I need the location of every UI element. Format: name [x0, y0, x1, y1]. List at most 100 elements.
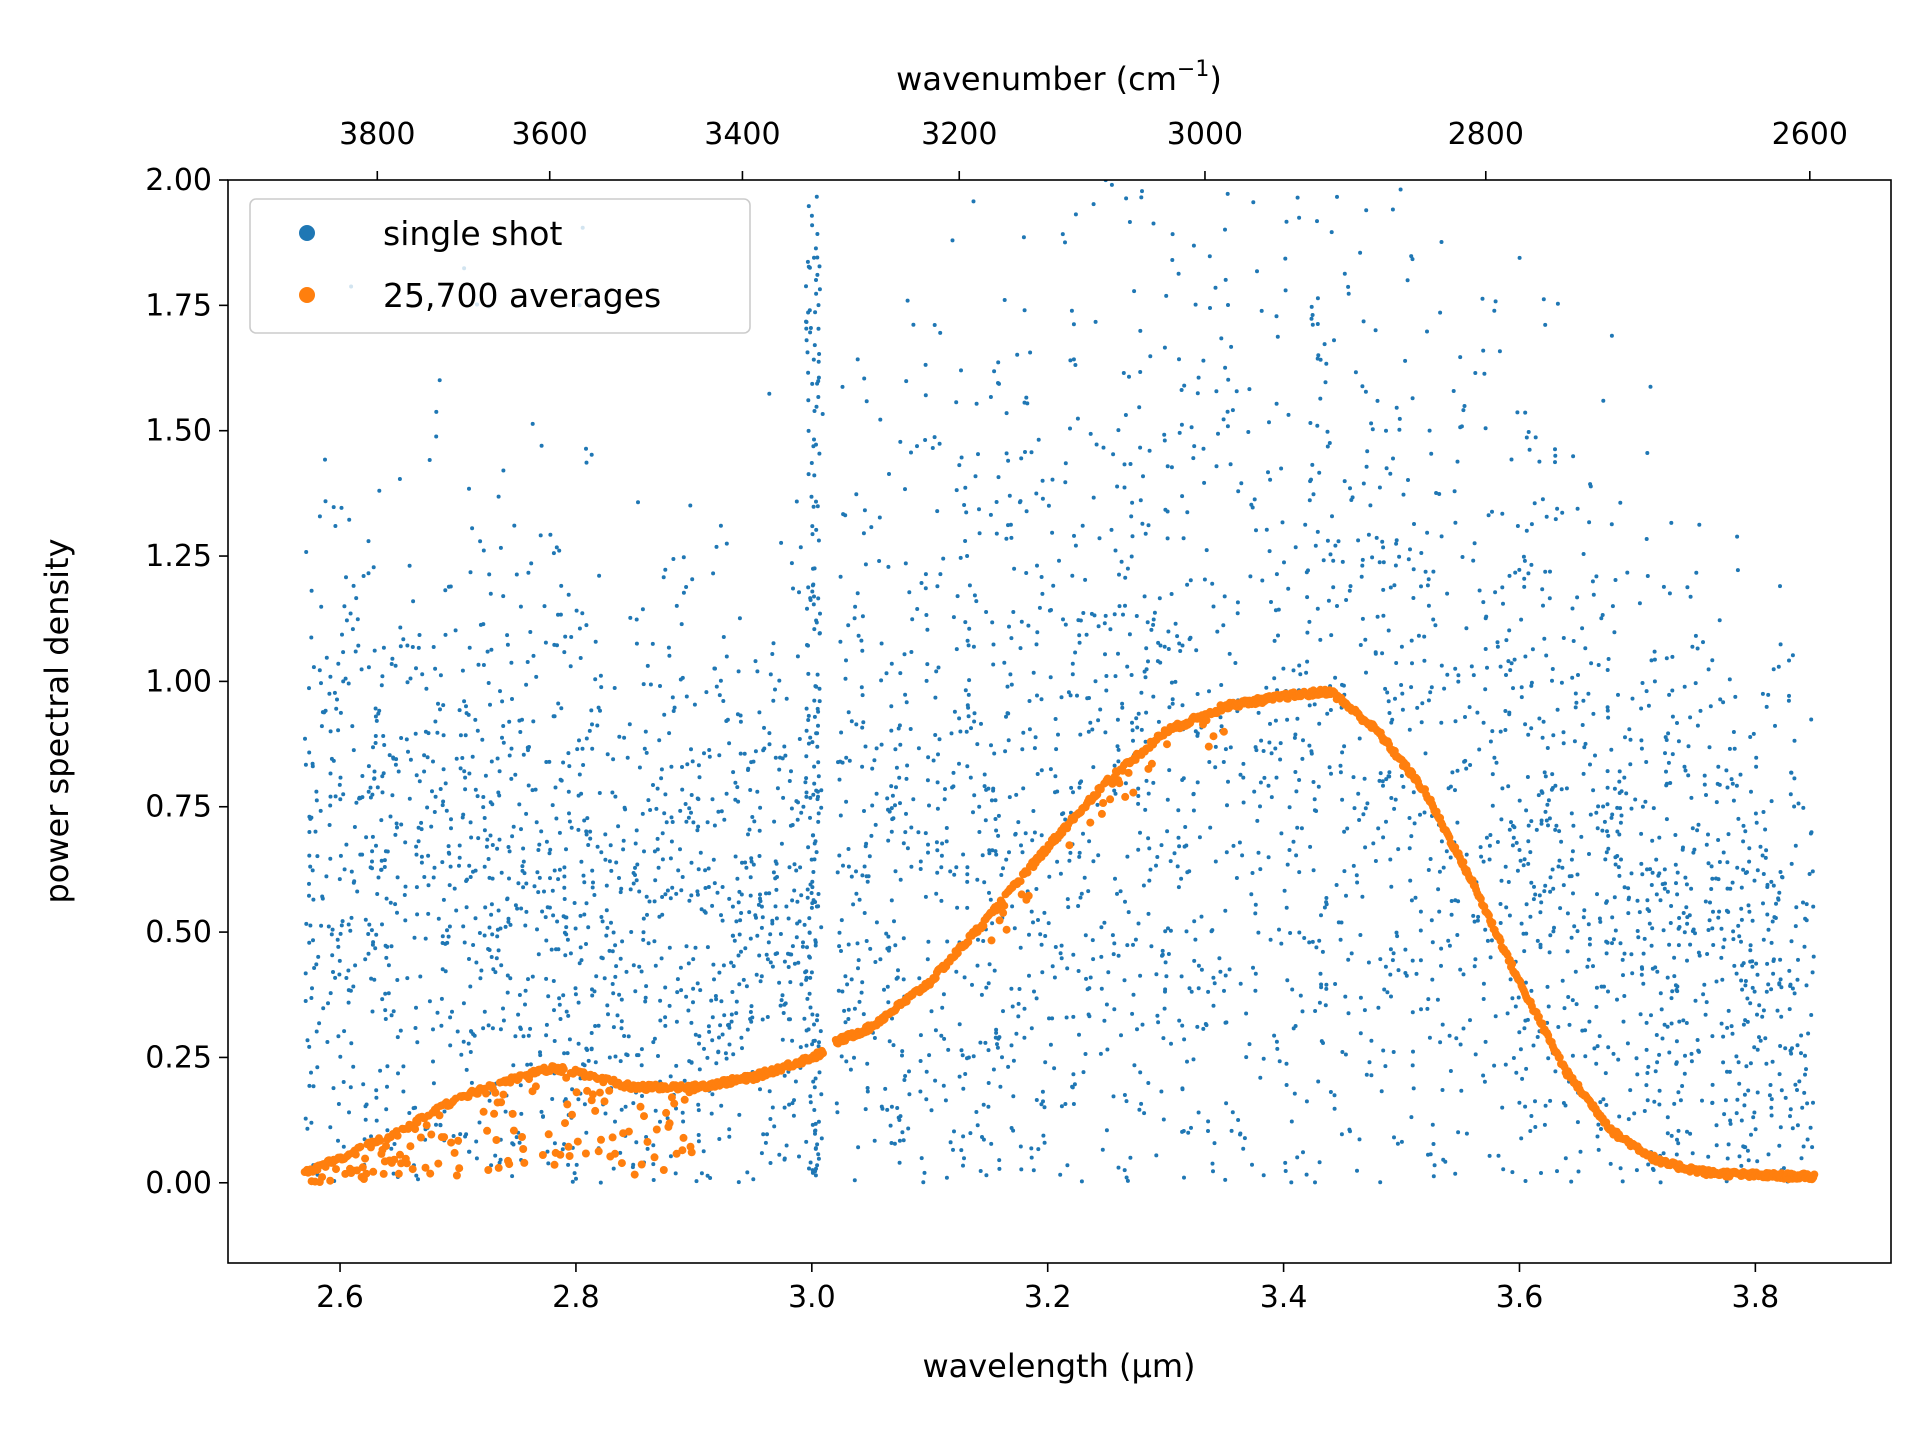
single-shot-point: [1096, 624, 1101, 629]
single-shot-point: [443, 969, 448, 974]
single-shot-point: [581, 1062, 585, 1067]
single-shot-point: [663, 1023, 668, 1028]
single-shot-point: [307, 1044, 312, 1049]
single-shot-point: [547, 851, 552, 856]
single-shot-point: [1116, 651, 1120, 656]
single-shot-point: [469, 1080, 474, 1085]
single-shot-point: [348, 928, 353, 933]
single-shot-point: [604, 933, 609, 938]
average-point: [591, 1106, 600, 1115]
single-shot-point: [1551, 886, 1556, 891]
single-shot-point: [803, 780, 808, 785]
single-shot-point: [1144, 710, 1149, 715]
single-shot-point: [607, 859, 612, 864]
single-shot-point: [886, 1000, 891, 1005]
single-shot-point: [373, 946, 378, 951]
single-shot-point: [1063, 240, 1067, 245]
single-shot-point: [870, 766, 875, 771]
single-shot-point: [1111, 952, 1116, 957]
single-shot-point: [855, 357, 860, 362]
single-shot-point: [1761, 1008, 1766, 1013]
single-shot-point: [747, 910, 752, 915]
single-shot-point: [1224, 1101, 1229, 1106]
single-shot-point: [689, 810, 693, 815]
single-shot-point: [406, 749, 410, 754]
single-shot-point: [1189, 1125, 1193, 1130]
single-shot-point: [839, 949, 843, 953]
single-shot-point: [812, 1085, 817, 1090]
single-shot-point: [351, 748, 356, 753]
single-shot-point: [308, 864, 313, 869]
single-shot-point: [1685, 1129, 1689, 1134]
single-shot-point: [739, 949, 743, 954]
single-shot-point: [1788, 1107, 1793, 1112]
single-shot-point: [307, 814, 312, 819]
single-shot-point: [1751, 731, 1756, 736]
single-shot-point: [1672, 1101, 1677, 1106]
single-shot-point: [1149, 944, 1154, 949]
single-shot-point: [748, 1017, 753, 1021]
single-shot-point: [1469, 664, 1474, 669]
single-shot-point: [795, 899, 800, 904]
single-shot-point: [1066, 690, 1071, 695]
single-shot-point: [1281, 666, 1286, 671]
single-shot-point: [748, 788, 753, 792]
single-shot-point: [1745, 1148, 1750, 1153]
single-shot-point: [556, 947, 561, 952]
single-shot-point: [1471, 673, 1476, 678]
single-shot-point: [658, 998, 663, 1003]
single-shot-point: [1649, 943, 1654, 948]
single-shot-point: [965, 872, 970, 877]
single-shot-point: [1185, 870, 1190, 875]
single-shot-point: [1273, 746, 1278, 751]
single-shot-point: [464, 879, 469, 883]
single-shot-point: [1116, 428, 1121, 433]
single-shot-point: [1729, 1024, 1734, 1029]
single-shot-point: [1596, 663, 1601, 667]
single-shot-point: [971, 1054, 976, 1059]
single-shot-point: [907, 1069, 911, 1074]
single-shot-point: [1722, 937, 1727, 942]
single-shot-point: [1393, 563, 1398, 568]
single-shot-point: [1600, 613, 1605, 617]
single-shot-point: [981, 1102, 986, 1107]
single-shot-point: [372, 769, 377, 774]
single-shot-point: [790, 1038, 795, 1043]
single-shot-point: [1735, 1097, 1740, 1102]
single-shot-point: [1533, 435, 1538, 440]
single-shot-point: [1185, 510, 1190, 515]
single-shot-point: [1166, 629, 1171, 634]
single-shot-point: [720, 1032, 725, 1037]
single-shot-point: [1545, 984, 1550, 989]
single-shot-point: [1432, 1163, 1437, 1168]
single-shot-point: [1541, 297, 1546, 302]
single-shot-point: [1158, 660, 1163, 665]
single-shot-point: [805, 606, 809, 611]
single-shot-point: [1655, 1060, 1660, 1065]
single-shot-point: [1314, 945, 1319, 950]
single-shot-point: [1253, 911, 1258, 916]
single-shot-point: [661, 575, 666, 580]
single-shot-point: [1047, 1016, 1051, 1021]
single-shot-point: [1509, 661, 1514, 666]
single-shot-point: [576, 827, 581, 832]
single-shot-point: [384, 896, 389, 901]
single-shot-point: [1393, 696, 1397, 701]
single-shot-point: [1675, 984, 1680, 989]
single-shot-point: [526, 570, 531, 575]
single-shot-point: [1595, 1044, 1600, 1049]
single-shot-point: [872, 1138, 877, 1143]
single-shot-point: [1764, 1061, 1769, 1066]
single-shot-point: [378, 1068, 383, 1073]
single-shot-point: [619, 1019, 624, 1024]
single-shot-point: [1743, 983, 1748, 988]
single-shot-point: [556, 701, 561, 706]
single-shot-point: [1702, 773, 1707, 778]
single-shot-point: [1598, 1100, 1603, 1105]
single-shot-point: [1721, 945, 1726, 950]
single-shot-point: [1700, 1098, 1704, 1103]
single-shot-point: [1167, 705, 1172, 710]
single-shot-point: [774, 916, 779, 921]
single-shot-point: [758, 805, 763, 810]
single-shot-point: [1419, 720, 1424, 725]
